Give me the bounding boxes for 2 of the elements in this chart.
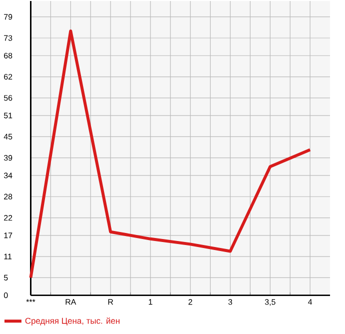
line-series <box>29 29 312 280</box>
legend-label: Средняя Цена, тыс. йен <box>25 317 120 326</box>
